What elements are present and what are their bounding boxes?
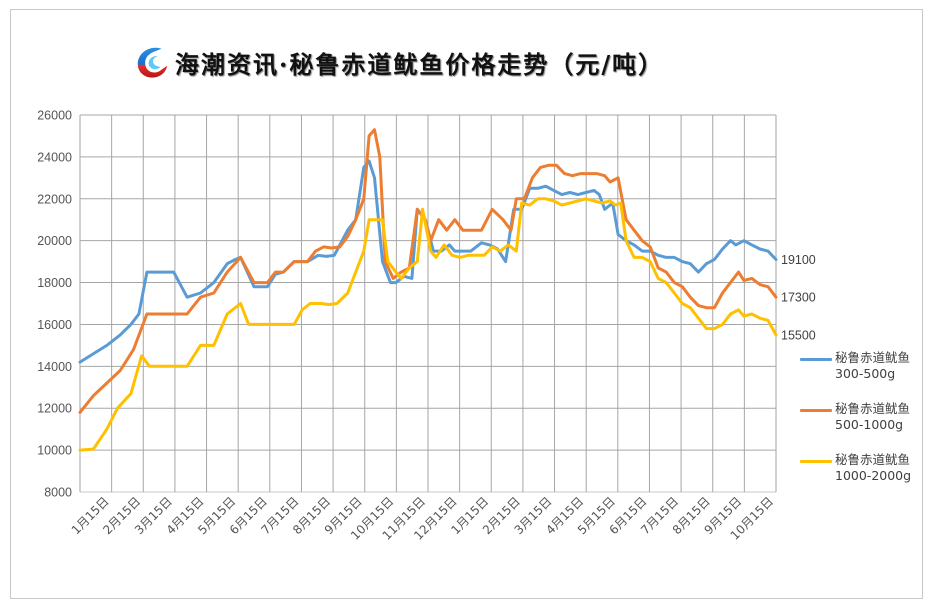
y-axis-ticks: 26000 24000 22000 20000 18000 16000 14000 12000… xyxy=(37,109,72,500)
series-lines xyxy=(78,128,778,452)
series-line xyxy=(78,197,778,452)
legend-item-500-1000g[interactable]: 秘鲁赤道鱿鱼 500-1000g xyxy=(800,401,925,433)
legend-label: 秘鲁赤道鱿鱼 xyxy=(835,350,911,365)
y-tick-label: 12000 xyxy=(37,402,72,416)
y-tick-label: 16000 xyxy=(37,318,72,332)
y-tick-label: 24000 xyxy=(37,150,72,164)
legend-swatch-orange xyxy=(800,409,832,412)
y-tick-label: 22000 xyxy=(37,192,72,206)
chart-legend: 秘鲁赤道鱿鱼 300-500g 秘鲁赤道鱿鱼 500-1000g 秘鲁赤道鱿鱼 100… xyxy=(800,350,925,503)
y-tick-label: 20000 xyxy=(37,234,72,248)
legend-item-1000-2000g[interactable]: 秘鲁赤道鱿鱼 1000-2000g xyxy=(800,452,925,484)
legend-swatch-gold xyxy=(800,460,832,463)
chart-header: 海潮资讯·秘鲁赤道鱿鱼价格走势（元/吨） xyxy=(133,42,664,82)
series-end-labels: 19100 17300 15500 xyxy=(781,253,816,342)
gridlines xyxy=(79,114,777,493)
chart-frame xyxy=(10,9,923,599)
series-end-label: 15500 xyxy=(781,328,816,342)
legend-item-300-500g[interactable]: 秘鲁赤道鱿鱼 300-500g xyxy=(800,350,925,382)
series-line xyxy=(78,128,778,414)
x-axis-ticks: 1月15日2月15日3月15日4月15日5月15日6月15日7月15日8月15日… xyxy=(69,494,776,542)
chart-title: 海潮资讯·秘鲁赤道鱿鱼价格走势（元/吨） xyxy=(175,49,665,79)
y-tick-label: 18000 xyxy=(37,276,72,290)
y-tick-label: 10000 xyxy=(37,444,72,458)
series-end-label: 17300 xyxy=(781,291,816,305)
y-tick-label: 8000 xyxy=(44,486,72,500)
legend-label: 秘鲁赤道鱿鱼 xyxy=(835,452,911,467)
legend-sublabel: 500-1000g xyxy=(835,417,904,432)
legend-sublabel: 1000-2000g xyxy=(835,468,912,483)
legend-swatch-blue xyxy=(800,358,832,361)
y-tick-label: 26000 xyxy=(37,109,72,123)
series-end-label: 19100 xyxy=(781,253,816,267)
haichao-logo-icon xyxy=(137,47,168,78)
legend-label: 秘鲁赤道鱿鱼 xyxy=(835,401,911,416)
y-tick-label: 14000 xyxy=(37,360,72,374)
legend-sublabel: 300-500g xyxy=(835,366,896,381)
